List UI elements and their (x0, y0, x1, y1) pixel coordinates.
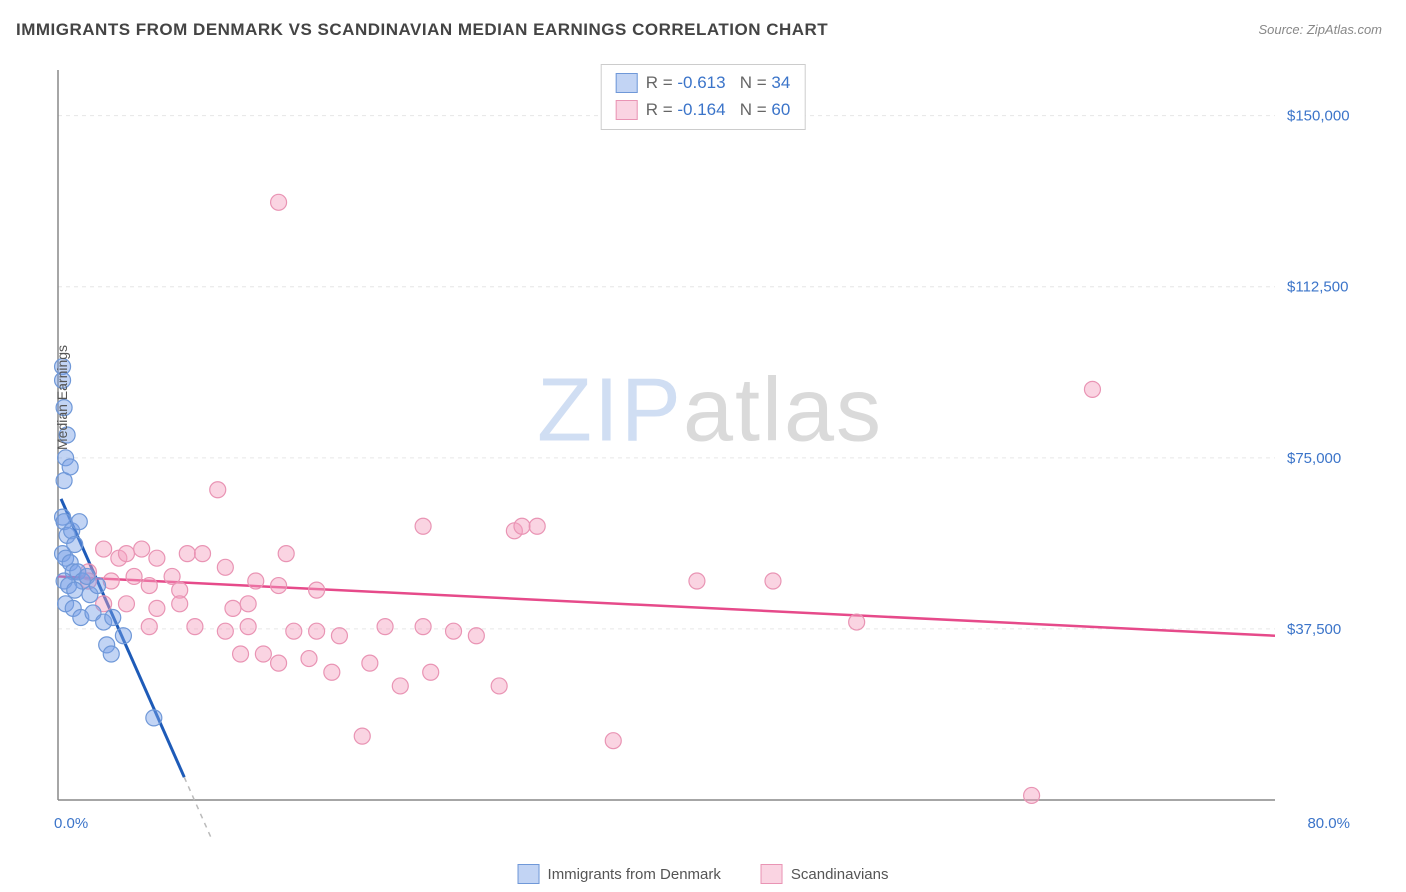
stats-row-denmark: R = -0.613 N = 34 (616, 69, 791, 96)
svg-text:$112,500: $112,500 (1287, 279, 1348, 296)
n-value-scand: 60 (771, 100, 790, 119)
r-value-denmark: -0.613 (677, 73, 725, 92)
legend-label: Scandinavians (791, 866, 889, 883)
x-axis-max: 80.0% (1307, 815, 1350, 832)
chart-title: IMMIGRANTS FROM DENMARK VS SCANDINAVIAN … (16, 20, 828, 40)
swatch-blue-icon (616, 73, 638, 93)
stats-row-scand: R = -0.164 N = 60 (616, 96, 791, 123)
swatch-blue-icon (518, 864, 540, 884)
stats-legend: R = -0.613 N = 34 R = -0.164 N = 60 (601, 64, 806, 130)
x-axis-min: 0.0% (54, 815, 88, 832)
y-axis-label: Median Earnings (54, 345, 70, 450)
source-label: Source: ZipAtlas.com (1258, 22, 1382, 37)
legend-item-denmark: Immigrants from Denmark (518, 864, 721, 884)
swatch-pink-icon (616, 100, 638, 120)
svg-text:$75,000: $75,000 (1287, 450, 1341, 467)
svg-text:$37,500: $37,500 (1287, 621, 1341, 638)
r-value-scand: -0.164 (677, 100, 725, 119)
legend-label: Immigrants from Denmark (548, 866, 721, 883)
plot-svg: $37,500 $75,000 $112,500 $150,000 (50, 60, 1370, 840)
svg-text:$150,000: $150,000 (1287, 108, 1350, 125)
swatch-pink-icon (761, 864, 783, 884)
scatter-plot: $37,500 $75,000 $112,500 $150,000 Median Ea… (50, 60, 1370, 840)
bottom-legend: Immigrants from Denmark Scandinavians (518, 864, 889, 884)
legend-item-scand: Scandinavians (761, 864, 889, 884)
n-value-denmark: 34 (771, 73, 790, 92)
